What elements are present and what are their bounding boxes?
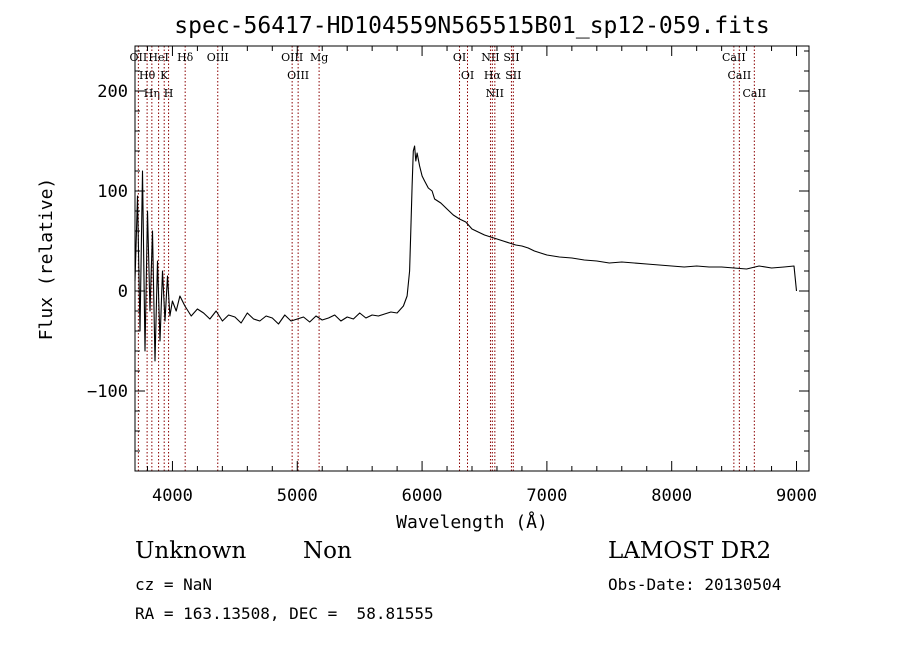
- coordinates-label: RA = 163.13508, DEC = 58.81555: [135, 604, 434, 623]
- line-marker-label: OIII: [281, 51, 303, 64]
- x-tick-label: 7000: [526, 486, 567, 506]
- axis-tick-layer: 4000 5000 6000 7000 8000 9000 −100 0 100 200: [87, 46, 817, 506]
- line-marker-label: SII: [503, 51, 519, 64]
- line-marker-label: OI: [453, 51, 466, 64]
- x-tick-label: 6000: [402, 486, 443, 506]
- line-marker-label: H: [164, 87, 174, 100]
- line-marker-label: OIII: [287, 69, 309, 82]
- line-marker-label: Mg: [310, 51, 328, 64]
- line-marker-label: CaII: [742, 87, 766, 100]
- line-marker-label: OIII: [207, 51, 229, 64]
- line-marker-label: HeI: [148, 51, 168, 64]
- x-tick-label: 4000: [152, 486, 193, 506]
- y-tick-label: 200: [97, 82, 128, 102]
- line-marker-label: Hδ: [177, 51, 194, 64]
- y-axis-label: Flux (relative): [36, 178, 57, 341]
- survey-label: LAMOST DR2: [608, 538, 772, 564]
- y-tick-label: −100: [87, 382, 128, 402]
- y-tick-label: 100: [97, 182, 128, 202]
- line-marker-label: Hα: [484, 69, 502, 82]
- line-marker-label: Hθ: [139, 69, 156, 82]
- plot-frame: [134, 45, 810, 472]
- subclass-label: Non: [303, 538, 352, 564]
- spectrum-line: [134, 145, 798, 362]
- line-marker-label: Hη: [144, 87, 160, 100]
- chart-title: spec-56417-HD104559N565515B01_sp12-059.f…: [174, 13, 769, 39]
- line-marker-label: NII: [481, 51, 499, 64]
- series-layer: [134, 145, 798, 362]
- line-marker-label: K: [160, 69, 169, 82]
- line-marker-label: CaII: [722, 51, 746, 64]
- class-label: Unknown: [135, 538, 247, 564]
- line-marker-label: CaII: [728, 69, 752, 82]
- obs-date-label: Obs-Date: 20130504: [608, 575, 782, 594]
- x-tick-label: 8000: [651, 486, 692, 506]
- y-tick-label: 0: [118, 282, 128, 302]
- redshift-label: cz = NaN: [135, 575, 213, 594]
- x-tick-label: 9000: [776, 486, 817, 506]
- line-marker-label: NII: [486, 87, 504, 100]
- line-marker-label: OII: [130, 51, 148, 64]
- line-marker-label: SII: [505, 69, 521, 82]
- line-marker-label: OI: [461, 69, 474, 82]
- x-tick-label: 5000: [277, 486, 318, 506]
- x-axis-label: Wavelength (Å): [396, 511, 548, 533]
